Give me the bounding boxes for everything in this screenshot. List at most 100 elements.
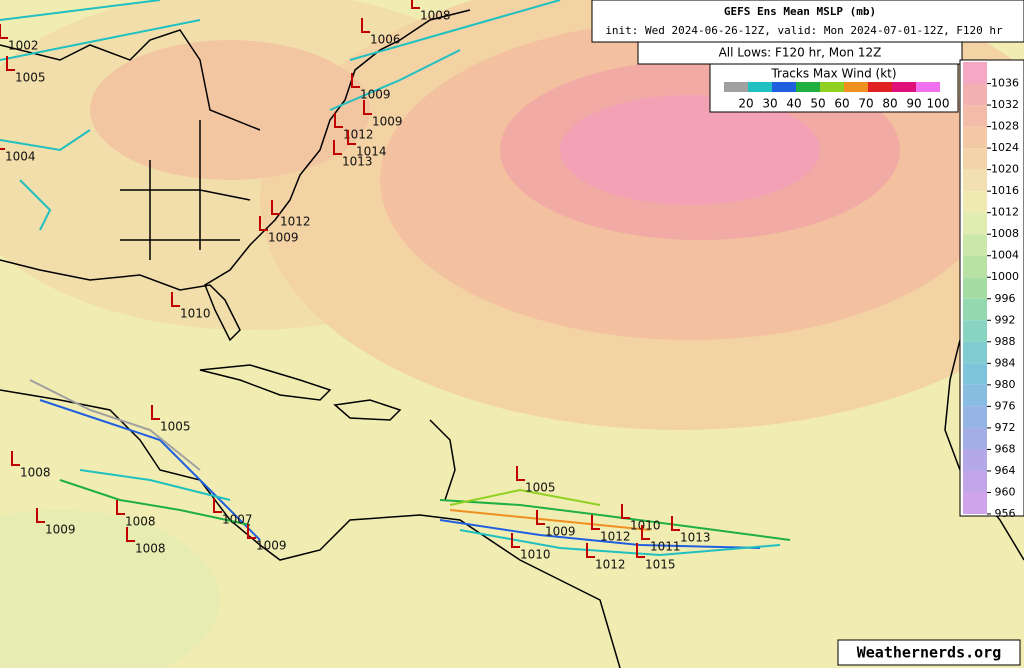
- colorbar-label: 1028: [991, 120, 1019, 133]
- track-legend-value: 60: [834, 97, 849, 111]
- colorbar-label: 980: [995, 378, 1016, 391]
- low-pressure: 1013: [680, 531, 711, 545]
- track-swatch: [916, 82, 940, 92]
- low-symbol: [259, 216, 268, 231]
- low-pressure: 1009: [545, 525, 576, 539]
- colorbar-cell: [963, 492, 987, 514]
- colorbar-cell: [963, 341, 987, 364]
- low-pressure: 1004: [5, 150, 36, 164]
- colorbar-cell: [963, 470, 987, 493]
- low-symbol: [213, 498, 222, 513]
- colorbar-cell: [963, 320, 987, 342]
- low-pressure: 1012: [600, 530, 631, 544]
- low-symbol: [621, 504, 630, 519]
- track-legend-value: 70: [858, 97, 873, 111]
- low-pressure: 1009: [268, 231, 299, 245]
- track-legend-value: 50: [810, 97, 825, 111]
- colorbar-label: 988: [995, 335, 1016, 348]
- low-symbol: [36, 508, 45, 523]
- colorbar-cell: [963, 255, 987, 278]
- subtitle: init: Wed 2024-06-26-12Z, valid: Mon 202…: [605, 24, 1003, 37]
- pressure-field: [90, 40, 370, 180]
- colorbar-cell: [963, 191, 987, 213]
- low-symbol: [351, 73, 360, 88]
- colorbar-label: 1008: [991, 227, 1019, 240]
- track-swatch: [748, 82, 772, 92]
- low-pressure: 1014: [356, 145, 387, 159]
- low-pressure: 1010: [520, 548, 551, 562]
- colorbar-cell: [963, 449, 987, 471]
- low-symbol: [0, 148, 5, 150]
- low-pressure: 1013: [342, 155, 373, 169]
- colorbar-label: 996: [995, 292, 1016, 305]
- track-swatch: [724, 82, 748, 92]
- colorbar-label: 964: [995, 464, 1016, 477]
- pressure-field: [560, 95, 820, 205]
- low-symbol: [171, 292, 180, 307]
- track-swatch: [868, 82, 892, 92]
- track-legend-value: 100: [927, 97, 950, 111]
- low-pressure: 1009: [256, 539, 287, 553]
- colorbar-cell: [963, 126, 987, 149]
- low-symbol: [671, 516, 680, 531]
- colorbar-label: 992: [995, 313, 1016, 326]
- pressure-field: [0, 510, 220, 672]
- colorbar-label: 1024: [991, 141, 1019, 154]
- colorbar-cell: [963, 298, 987, 321]
- low-symbol: [411, 0, 420, 9]
- colorbar-label: 976: [995, 399, 1016, 412]
- track-legend-title: Tracks Max Wind (kt): [770, 67, 896, 81]
- lows-layer: 1002100510081006100910091012101410131004…: [0, 0, 711, 572]
- watermark: Weathernerds.org: [857, 644, 1002, 662]
- low-symbol: [333, 140, 342, 155]
- low-symbol: [591, 515, 600, 530]
- colorbar-label: 1000: [991, 270, 1019, 283]
- title: GEFS Ens Mean MSLP (mb): [724, 5, 876, 18]
- colorbar-label: 1004: [991, 249, 1019, 262]
- low-symbol: [361, 18, 370, 33]
- low-pressure: 1012: [343, 128, 374, 142]
- low-pressure: 1009: [45, 523, 76, 537]
- low-pressure: 1009: [372, 115, 403, 129]
- colorbar-label: 984: [995, 356, 1016, 369]
- low-pressure: 1011: [650, 540, 681, 554]
- track-legend-value: 30: [762, 97, 777, 111]
- colorbar-label: 960: [995, 485, 1016, 498]
- storm-tracks: [0, 0, 791, 557]
- low-pressure: 1008: [20, 466, 51, 480]
- low-symbol: [516, 466, 525, 481]
- low-symbol: [11, 451, 20, 466]
- low-symbol: [0, 24, 8, 39]
- low-symbol: [6, 56, 15, 71]
- header-box: [591, 0, 1024, 43]
- low-pressure: 1015: [645, 558, 676, 572]
- low-pressure: 1010: [630, 519, 661, 533]
- low-pressure: 1005: [160, 420, 191, 434]
- colorbar-label: 956: [995, 507, 1016, 520]
- colorbar-cell: [963, 384, 987, 407]
- track-legend-value: 20: [738, 97, 753, 111]
- low-pressure: 1005: [525, 481, 556, 495]
- low-pressure: 1005: [15, 71, 46, 85]
- colorbar: 1036 1032 1028 1024 1020 1016 1012 1008 1004 1000…: [959, 59, 1024, 520]
- low-symbol: [116, 500, 125, 515]
- watermark-box: [837, 639, 1021, 666]
- low-pressure: 1002: [8, 39, 39, 53]
- colorbar-cell: [963, 148, 987, 170]
- colorbar-cell: [963, 277, 987, 299]
- colorbar-label: 1032: [991, 98, 1019, 111]
- colorbar-cell: [963, 105, 987, 127]
- low-pressure: 1008: [420, 9, 451, 23]
- low-pressure: 1012: [280, 215, 311, 229]
- colorbar-cell: [963, 363, 987, 385]
- track-legend: 20 30 40 50 60 70 80 90 100: [724, 82, 949, 111]
- track-legend-value: 80: [882, 97, 897, 111]
- low-symbol: [636, 543, 645, 558]
- colorbar-cell: [963, 169, 987, 192]
- low-symbol: [347, 130, 356, 145]
- low-symbol: [363, 100, 372, 115]
- colorbar-label: 1016: [991, 184, 1019, 197]
- low-symbol: [536, 510, 545, 525]
- colorbar-cell: [963, 406, 987, 428]
